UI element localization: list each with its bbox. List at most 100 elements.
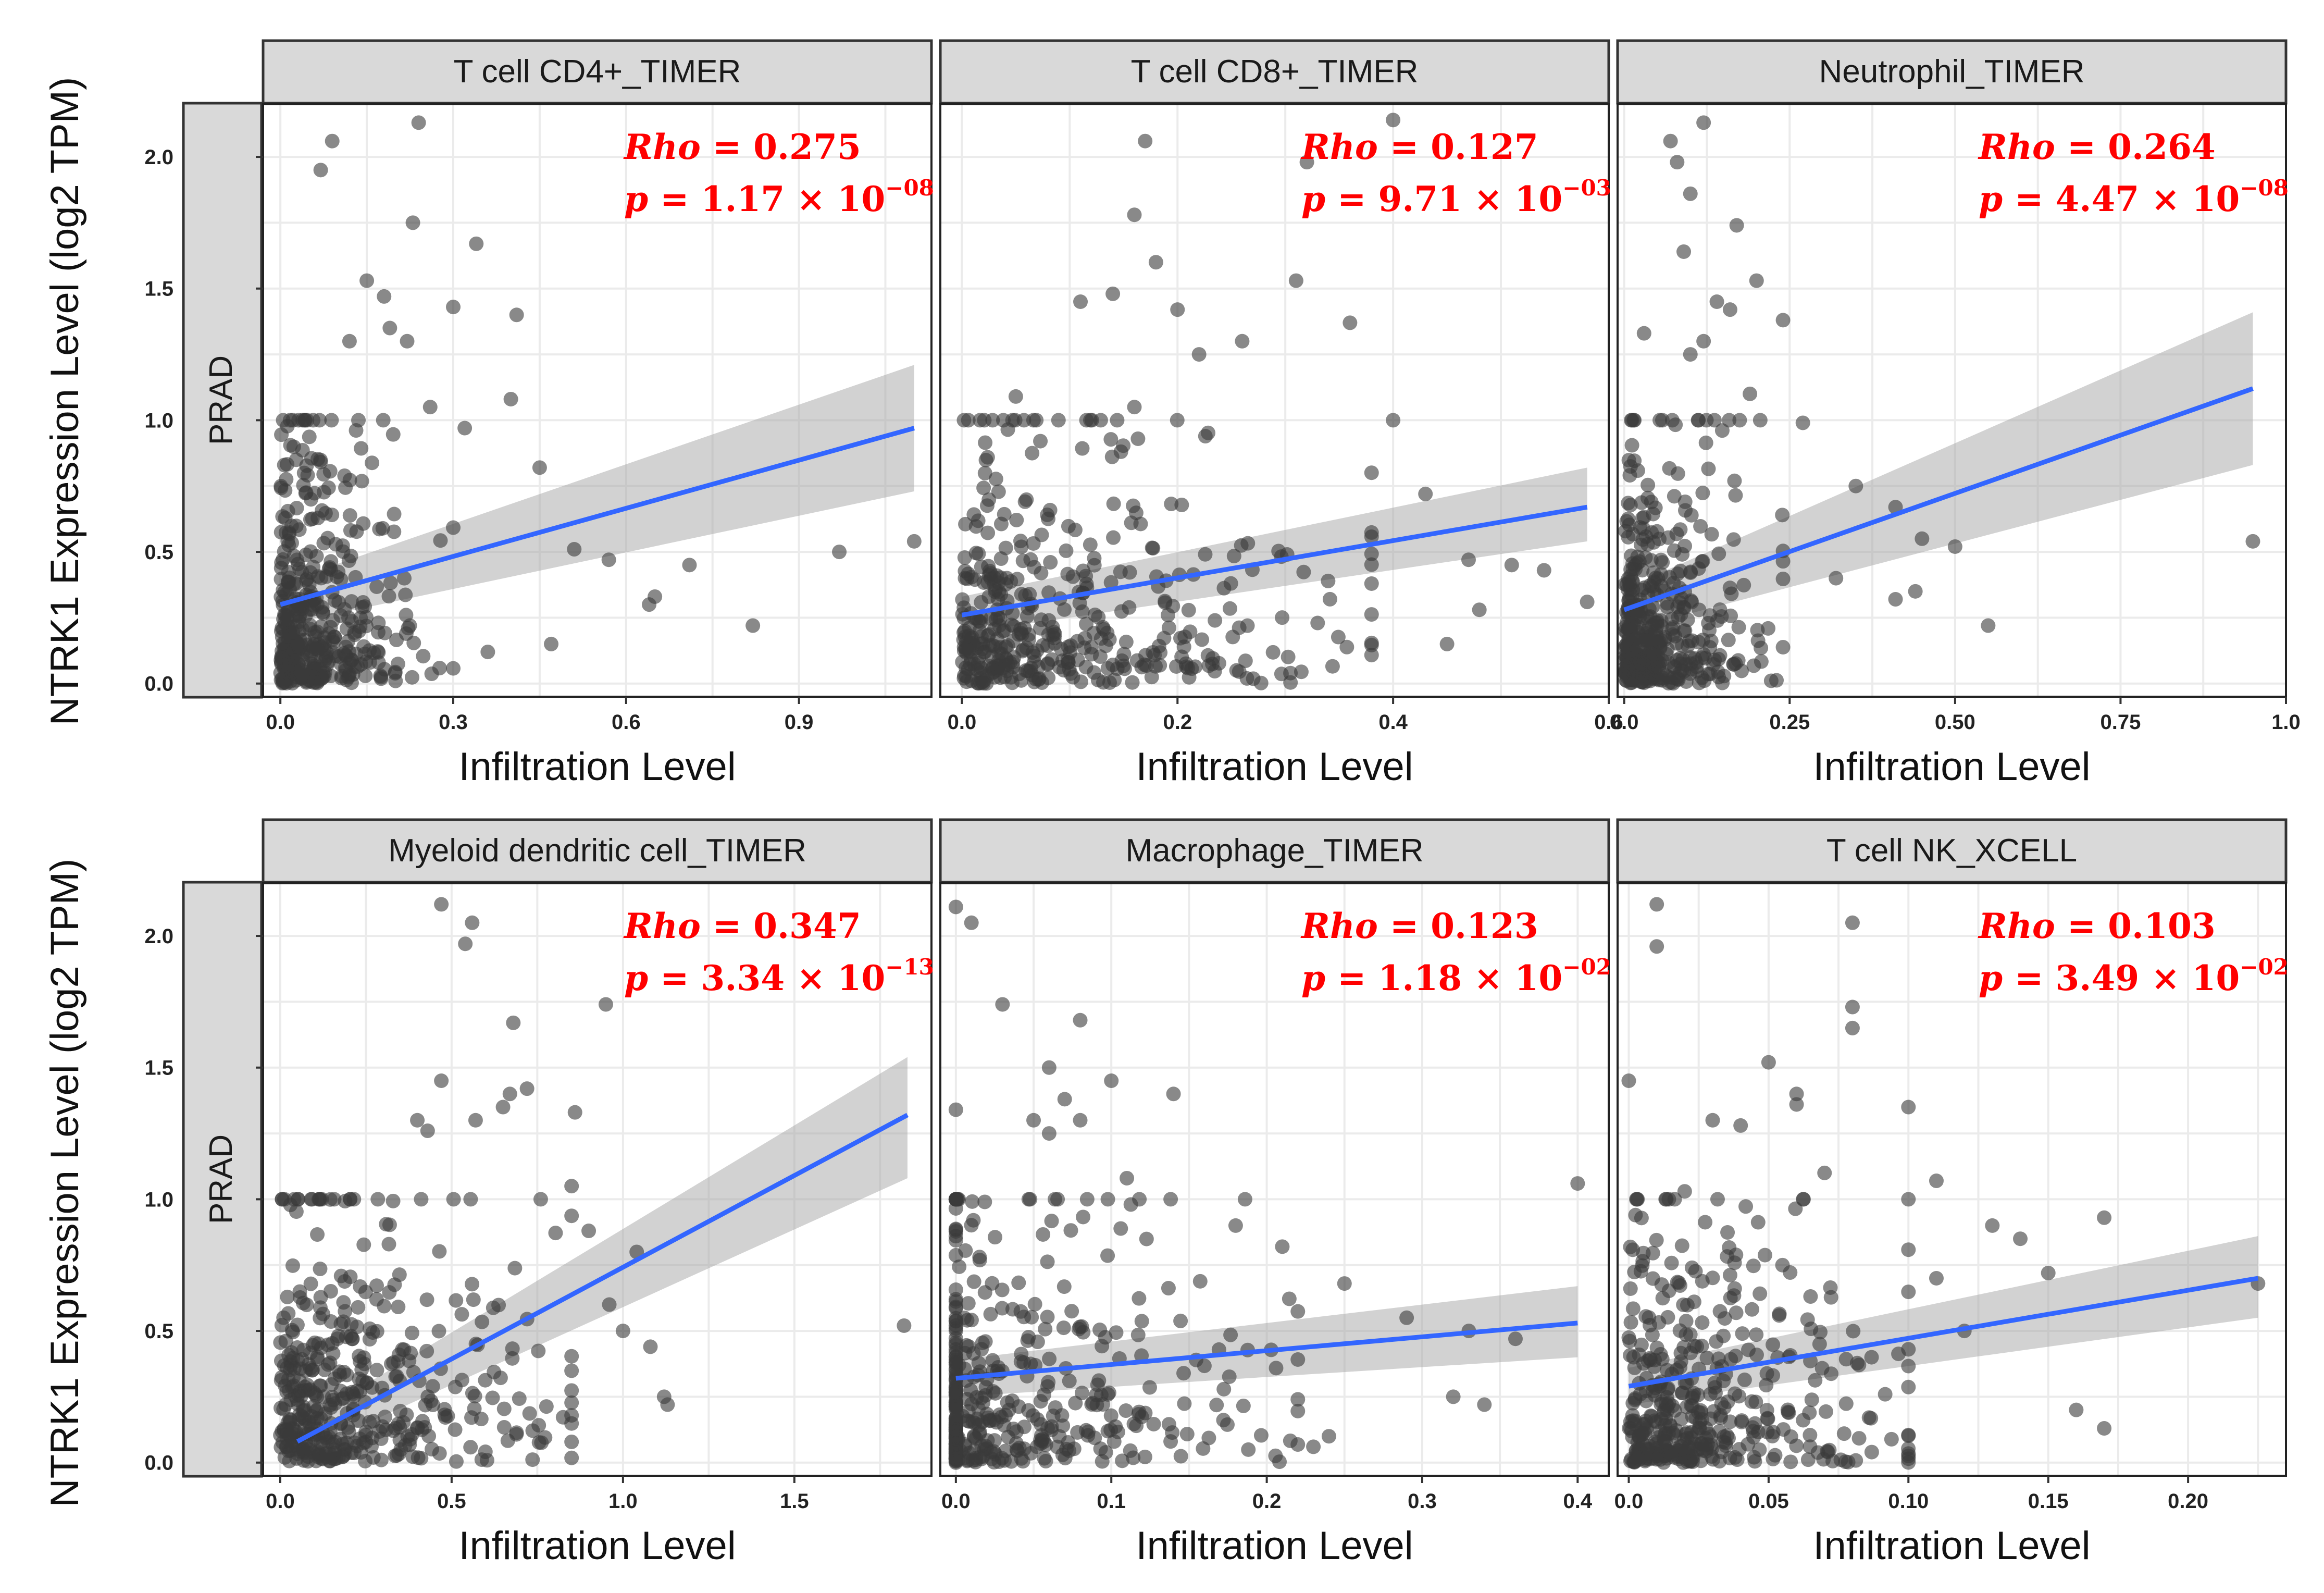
data-point bbox=[1750, 633, 1766, 648]
data-point bbox=[419, 1292, 434, 1307]
data-point bbox=[342, 508, 357, 523]
data-point bbox=[1623, 1281, 1638, 1296]
data-point bbox=[1641, 477, 1656, 492]
data-point bbox=[1829, 571, 1844, 586]
data-point bbox=[1680, 1298, 1695, 1313]
data-point bbox=[1803, 1289, 1818, 1304]
data-point bbox=[1106, 530, 1121, 545]
data-point bbox=[1733, 1118, 1748, 1133]
data-point bbox=[386, 1193, 401, 1208]
data-point bbox=[480, 645, 495, 660]
data-point bbox=[1655, 555, 1670, 570]
y-axis-title-top: NTRK1 Expression Level (log2 TPM) bbox=[43, 77, 87, 726]
data-point bbox=[350, 1384, 365, 1399]
data-point bbox=[1701, 461, 1716, 476]
data-point bbox=[1290, 1403, 1306, 1418]
data-point bbox=[1364, 576, 1379, 591]
data-point bbox=[1118, 634, 1134, 649]
p-exponent: −08 bbox=[2240, 175, 2289, 201]
data-point bbox=[948, 1221, 963, 1237]
data-point bbox=[1196, 1441, 1211, 1456]
data-point bbox=[1816, 1452, 1831, 1467]
data-point bbox=[1236, 1398, 1251, 1413]
panel-cd4: T cell CD4+_TIMER 0.0 0.3 0.6 0.9 0.0 0.5 1.0 1.… bbox=[144, 39, 934, 789]
data-point bbox=[352, 1372, 367, 1387]
data-point bbox=[1635, 1254, 1650, 1269]
data-point bbox=[393, 1403, 408, 1418]
data-point bbox=[948, 1331, 963, 1346]
x-tick-label: 0.1 bbox=[1097, 1490, 1126, 1513]
data-point bbox=[1081, 1424, 1096, 1439]
data-point bbox=[1646, 646, 1661, 661]
data-point bbox=[280, 618, 295, 633]
data-point bbox=[2013, 1231, 2028, 1246]
regression-line bbox=[279, 426, 915, 607]
data-point bbox=[642, 597, 657, 612]
data-point bbox=[1188, 659, 1203, 674]
data-point bbox=[1676, 244, 1692, 259]
y-axis-title-bottom: NTRK1 Expression Level (log2 TPM) bbox=[43, 859, 87, 1508]
rho-value: = 0.275 bbox=[701, 127, 861, 167]
data-point bbox=[356, 1350, 371, 1365]
data-point bbox=[948, 1355, 963, 1370]
data-point bbox=[1163, 1192, 1178, 1207]
data-point bbox=[1165, 1425, 1180, 1440]
data-point bbox=[952, 1259, 967, 1274]
data-point bbox=[1749, 273, 1764, 288]
data-point bbox=[1275, 610, 1290, 625]
x-tick-label: 0.05 bbox=[1748, 1490, 1789, 1513]
p-symbol: p bbox=[1301, 179, 1325, 219]
data-point bbox=[365, 455, 380, 471]
rho-value: = 0.264 bbox=[2055, 127, 2216, 167]
p-value: = 1.17 × 10 bbox=[648, 179, 885, 219]
data-point bbox=[388, 1369, 403, 1384]
data-point bbox=[1625, 642, 1641, 657]
facet-strip bbox=[262, 818, 933, 884]
data-point bbox=[1310, 615, 1325, 631]
data-point bbox=[1063, 1223, 1078, 1238]
data-point bbox=[1804, 1322, 1819, 1337]
data-point bbox=[1688, 1411, 1704, 1426]
data-point bbox=[1649, 897, 1664, 912]
data-point bbox=[1051, 413, 1066, 428]
data-point bbox=[1127, 400, 1142, 415]
p-value: = 3.49 × 10 bbox=[2003, 958, 2240, 998]
data-point bbox=[1237, 1192, 1252, 1207]
x-axis-title: Infiltration Level bbox=[458, 1524, 736, 1568]
data-point bbox=[1013, 1304, 1028, 1319]
row-label-text-bottom: PRAD bbox=[203, 1134, 239, 1224]
data-point bbox=[991, 484, 1006, 499]
data-point bbox=[1627, 1416, 1642, 1431]
data-point bbox=[1668, 417, 1683, 433]
data-point bbox=[961, 662, 976, 677]
data-point bbox=[1734, 1413, 1749, 1428]
data-point bbox=[1701, 1426, 1717, 1441]
data-point bbox=[1901, 1242, 1916, 1257]
data-point bbox=[978, 1388, 993, 1403]
data-point bbox=[433, 533, 448, 548]
data-point bbox=[1845, 1020, 1860, 1035]
data-point bbox=[315, 600, 330, 615]
data-point bbox=[1105, 286, 1121, 301]
data-point bbox=[1695, 1315, 1710, 1330]
confidence-band bbox=[297, 1057, 908, 1455]
data-point bbox=[1691, 413, 1706, 428]
data-point bbox=[1795, 415, 1810, 430]
data-point bbox=[424, 1442, 439, 1457]
data-point bbox=[287, 1361, 302, 1376]
data-point bbox=[326, 635, 341, 650]
data-point bbox=[1047, 636, 1062, 651]
data-point bbox=[391, 1300, 406, 1315]
data-point bbox=[324, 413, 339, 428]
data-point bbox=[448, 1379, 463, 1394]
y-tick-label: 1.5 bbox=[144, 1057, 173, 1080]
data-point bbox=[1629, 631, 1644, 646]
data-point bbox=[1290, 1392, 1306, 1407]
data-point bbox=[997, 1418, 1012, 1433]
data-point bbox=[1744, 1302, 1759, 1317]
data-point bbox=[1901, 1342, 1916, 1357]
data-point bbox=[1759, 1366, 1774, 1381]
data-point bbox=[971, 546, 986, 561]
data-point bbox=[284, 535, 299, 550]
data-point bbox=[1005, 606, 1020, 621]
